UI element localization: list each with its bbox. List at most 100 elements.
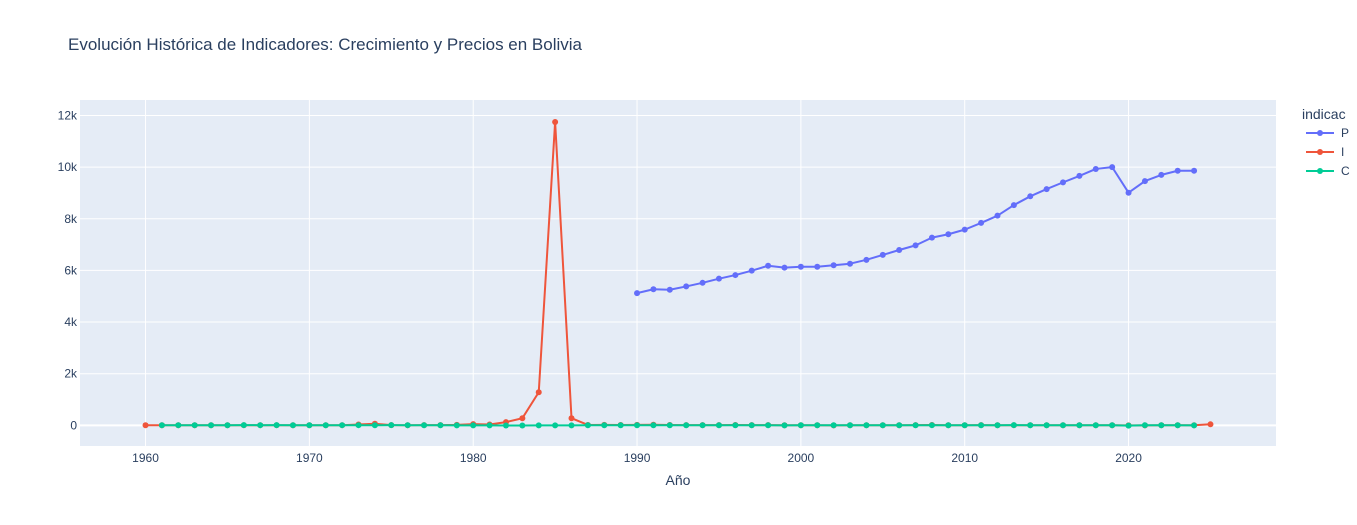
data-point[interactable]: [1125, 189, 1132, 196]
data-point[interactable]: [289, 422, 296, 429]
data-point[interactable]: [715, 422, 722, 429]
data-point[interactable]: [1060, 422, 1067, 429]
legend-item-c[interactable]: C: [1306, 164, 1350, 178]
data-point[interactable]: [748, 267, 755, 274]
data-point[interactable]: [1141, 422, 1148, 429]
data-point[interactable]: [830, 262, 837, 269]
data-point[interactable]: [650, 422, 657, 429]
data-point[interactable]: [994, 422, 1001, 429]
data-point[interactable]: [339, 422, 346, 429]
data-point[interactable]: [1191, 167, 1198, 174]
data-point[interactable]: [634, 290, 641, 297]
data-point[interactable]: [519, 415, 526, 422]
data-point[interactable]: [1092, 422, 1099, 429]
data-point[interactable]: [519, 422, 526, 429]
data-point[interactable]: [978, 219, 985, 226]
data-point[interactable]: [715, 275, 722, 282]
data-point[interactable]: [732, 422, 739, 429]
data-point[interactable]: [765, 262, 772, 269]
legend-item-p[interactable]: P: [1306, 126, 1349, 140]
data-point[interactable]: [1141, 178, 1148, 185]
data-point[interactable]: [421, 422, 428, 429]
data-point[interactable]: [896, 247, 903, 254]
data-point[interactable]: [240, 422, 247, 429]
data-point[interactable]: [699, 422, 706, 429]
data-point[interactable]: [879, 422, 886, 429]
data-point[interactable]: [978, 422, 985, 429]
data-point[interactable]: [945, 422, 952, 429]
data-point[interactable]: [1092, 165, 1099, 172]
data-point[interactable]: [781, 422, 788, 429]
data-point[interactable]: [765, 422, 772, 429]
data-point[interactable]: [388, 422, 395, 429]
data-point[interactable]: [863, 256, 870, 263]
data-point[interactable]: [404, 422, 411, 429]
data-point[interactable]: [814, 263, 821, 270]
data-point[interactable]: [912, 242, 919, 249]
data-point[interactable]: [1010, 202, 1017, 209]
data-point[interactable]: [994, 212, 1001, 219]
legend-item-i[interactable]: I: [1306, 145, 1344, 159]
data-point[interactable]: [928, 234, 935, 241]
data-point[interactable]: [961, 226, 968, 233]
data-point[interactable]: [896, 422, 903, 429]
data-point[interactable]: [224, 422, 231, 429]
data-point[interactable]: [470, 422, 477, 429]
data-point[interactable]: [1043, 422, 1050, 429]
data-point[interactable]: [683, 422, 690, 429]
data-point[interactable]: [928, 422, 935, 429]
data-point[interactable]: [699, 279, 706, 286]
data-point[interactable]: [552, 118, 559, 125]
data-point[interactable]: [1109, 422, 1116, 429]
data-point[interactable]: [306, 422, 313, 429]
data-point[interactable]: [879, 251, 886, 258]
data-point[interactable]: [797, 263, 804, 270]
data-point[interactable]: [863, 422, 870, 429]
data-point[interactable]: [502, 422, 509, 429]
data-point[interactable]: [1174, 167, 1181, 174]
data-point[interactable]: [781, 264, 788, 271]
data-point[interactable]: [1027, 422, 1034, 429]
data-point[interactable]: [732, 272, 739, 279]
data-point[interactable]: [158, 422, 165, 429]
data-point[interactable]: [847, 260, 854, 267]
data-point[interactable]: [568, 422, 575, 429]
data-point[interactable]: [273, 422, 280, 429]
data-point[interactable]: [617, 422, 624, 429]
data-point[interactable]: [814, 422, 821, 429]
data-point[interactable]: [1191, 422, 1198, 429]
data-point[interactable]: [912, 422, 919, 429]
data-point[interactable]: [1060, 179, 1067, 186]
data-point[interactable]: [191, 422, 198, 429]
data-point[interactable]: [1027, 193, 1034, 200]
data-point[interactable]: [650, 286, 657, 293]
data-point[interactable]: [1125, 422, 1132, 429]
data-point[interactable]: [486, 422, 493, 429]
data-point[interactable]: [142, 422, 149, 429]
data-point[interactable]: [568, 415, 575, 422]
data-point[interactable]: [437, 422, 444, 429]
data-point[interactable]: [584, 422, 591, 429]
data-point[interactable]: [1076, 172, 1083, 179]
data-point[interactable]: [666, 286, 673, 293]
data-point[interactable]: [257, 422, 264, 429]
data-point[interactable]: [535, 422, 542, 429]
data-point[interactable]: [371, 422, 378, 429]
data-point[interactable]: [453, 422, 460, 429]
data-point[interactable]: [1174, 422, 1181, 429]
data-point[interactable]: [208, 422, 215, 429]
data-point[interactable]: [945, 231, 952, 238]
data-point[interactable]: [683, 283, 690, 290]
data-point[interactable]: [797, 422, 804, 429]
data-point[interactable]: [1158, 171, 1165, 178]
data-point[interactable]: [666, 422, 673, 429]
data-point[interactable]: [1010, 422, 1017, 429]
data-point[interactable]: [847, 422, 854, 429]
data-point[interactable]: [1043, 186, 1050, 193]
legend[interactable]: indicac PIC: [1302, 106, 1350, 178]
data-point[interactable]: [1076, 422, 1083, 429]
data-point[interactable]: [535, 389, 542, 396]
data-point[interactable]: [830, 422, 837, 429]
data-point[interactable]: [1207, 421, 1214, 428]
data-point[interactable]: [322, 422, 329, 429]
